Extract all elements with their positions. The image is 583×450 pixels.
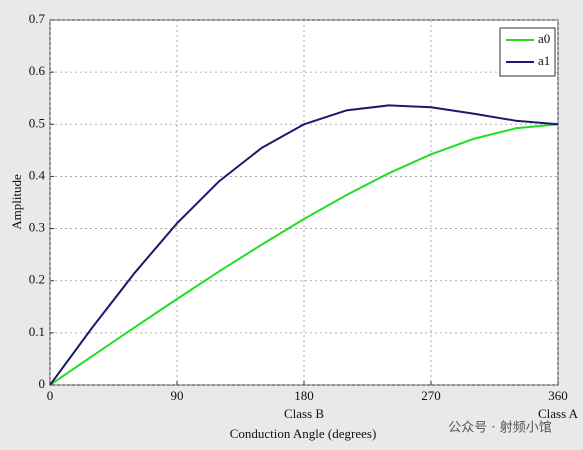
x-tick-label: 90 <box>171 388 184 403</box>
y-axis-label: Amplitude <box>9 174 24 230</box>
y-tick-label: 0.6 <box>29 63 46 78</box>
watermark: 公众号 · 射频小馆 <box>448 420 551 436</box>
x-tick-label: 270 <box>421 388 441 403</box>
y-tick-label: 0.2 <box>29 272 45 287</box>
series-line <box>49 104 559 386</box>
annotation: Class A <box>538 406 579 421</box>
legend-box <box>499 27 556 77</box>
y-tick-label: 0.4 <box>29 167 46 182</box>
y-tick-label: 0 <box>39 376 46 391</box>
series-line <box>49 123 559 386</box>
y-tick-label: 0.3 <box>29 220 45 235</box>
y-tick-label: 0.1 <box>29 324 45 339</box>
x-tick-label: 360 <box>548 388 568 403</box>
y-tick-label: 0.5 <box>29 115 45 130</box>
legend-label: a0 <box>538 31 550 46</box>
legend-label: a1 <box>538 53 550 68</box>
annotation: Class B <box>284 406 324 421</box>
x-tick-label: 0 <box>47 388 54 403</box>
x-tick-label: 180 <box>294 388 314 403</box>
x-axis-label: Conduction Angle (degrees) <box>230 426 377 441</box>
y-tick-label: 0.7 <box>29 11 46 26</box>
